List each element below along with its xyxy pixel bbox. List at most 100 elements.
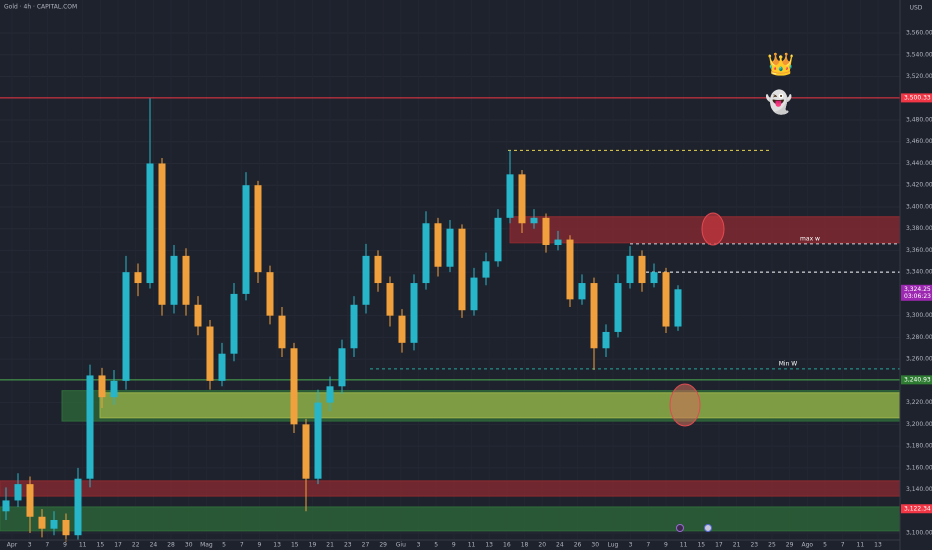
x-tick-label: 3 bbox=[417, 542, 421, 549]
candle-body bbox=[278, 315, 286, 349]
x-tick-label: 30 bbox=[185, 542, 193, 549]
y-tick-label: 3,560.00 bbox=[906, 30, 932, 37]
x-tick-label: 11 bbox=[857, 542, 865, 549]
x-tick-label: 13 bbox=[485, 542, 493, 549]
countdown: 03:06:23 bbox=[904, 293, 931, 300]
candle-body bbox=[458, 228, 466, 311]
candle-body bbox=[590, 283, 598, 349]
y-tick-label: 3,460.00 bbox=[906, 138, 932, 145]
x-tick-label: 3 bbox=[28, 542, 32, 549]
candle-body bbox=[578, 283, 586, 300]
y-tick-label: 3,280.00 bbox=[906, 334, 932, 341]
y-tick-label: 3,140.00 bbox=[906, 486, 932, 493]
candle-body bbox=[158, 163, 166, 305]
x-tick-label: 25 bbox=[768, 542, 776, 549]
x-tick-label: 21 bbox=[733, 542, 741, 549]
x-tick-label: 7 bbox=[841, 542, 845, 549]
candle-body bbox=[386, 283, 394, 316]
y-tick-label: 3,480.00 bbox=[906, 117, 932, 124]
candle-body bbox=[566, 239, 574, 300]
candle-body bbox=[146, 163, 154, 284]
chart-title: Gold · 4h · CAPITAL.COM bbox=[4, 4, 77, 11]
y-tick-label: 3,160.00 bbox=[906, 464, 932, 471]
x-tick-label: Apr bbox=[7, 542, 18, 549]
candle-body bbox=[62, 520, 70, 536]
x-tick-label: 29 bbox=[379, 542, 387, 549]
event-icon[interactable] bbox=[704, 524, 712, 532]
candle-body bbox=[2, 500, 10, 512]
y-tick-label: 3,520.00 bbox=[906, 73, 932, 80]
candle-body bbox=[170, 255, 178, 305]
candle-body bbox=[650, 272, 658, 284]
candle-body bbox=[554, 239, 562, 245]
candle-body bbox=[218, 353, 226, 381]
candle-body bbox=[14, 484, 22, 501]
candle-body bbox=[98, 375, 106, 398]
candle-body bbox=[482, 261, 490, 278]
price-label-box bbox=[901, 375, 932, 385]
x-tick-label: Mag bbox=[200, 542, 213, 549]
candle-body bbox=[38, 516, 46, 529]
x-tick-label: 20 bbox=[538, 542, 546, 549]
y-tick-label: 3,340.00 bbox=[906, 269, 932, 276]
zone bbox=[0, 506, 901, 532]
candle-body bbox=[518, 174, 526, 224]
price-label-box bbox=[901, 93, 932, 103]
x-tick-label: 21 bbox=[326, 542, 334, 549]
circle-marker bbox=[669, 383, 701, 427]
price-label: 3,500.33 bbox=[904, 94, 931, 101]
y-tick-label: 3,380.00 bbox=[906, 225, 932, 232]
candle-body bbox=[194, 304, 202, 327]
y-tick-label: 3,100.00 bbox=[906, 530, 932, 537]
annotation: 👻 bbox=[765, 89, 792, 116]
x-tick-label: 30 bbox=[591, 542, 599, 549]
candle-body bbox=[398, 315, 406, 343]
candle-body bbox=[674, 289, 682, 327]
price-label-box bbox=[901, 284, 932, 301]
candle-body bbox=[446, 228, 454, 267]
x-tick-label: Giu bbox=[396, 542, 406, 549]
x-tick-label: 17 bbox=[715, 542, 723, 549]
candle-body bbox=[26, 484, 34, 517]
candle-body bbox=[86, 375, 94, 479]
x-tick-label: 15 bbox=[291, 542, 299, 549]
y-tick-label: 3,420.00 bbox=[906, 182, 932, 189]
candle-body bbox=[50, 520, 58, 529]
y-tick-label: 3,440.00 bbox=[906, 160, 932, 167]
x-tick-label: 11 bbox=[468, 542, 476, 549]
x-tick-label: 7 bbox=[240, 542, 244, 549]
x-tick-label: 26 bbox=[574, 542, 582, 549]
event-icon[interactable] bbox=[676, 524, 684, 532]
candle-body bbox=[122, 272, 130, 381]
price-label: 3,240.93 bbox=[904, 376, 931, 383]
x-tick-label: 7 bbox=[45, 542, 49, 549]
price-label: 3,122.34 bbox=[904, 505, 931, 512]
candle-body bbox=[266, 272, 274, 316]
x-tick-label: 9 bbox=[664, 542, 668, 549]
candle-body bbox=[530, 217, 538, 224]
x-tick-label: 24 bbox=[150, 542, 158, 549]
x-tick-label: 29 bbox=[786, 542, 794, 549]
x-tick-label: 7 bbox=[646, 542, 650, 549]
candle-body bbox=[350, 304, 358, 349]
candle-body bbox=[638, 255, 646, 284]
y-tick-label: 3,200.00 bbox=[906, 421, 932, 428]
candle-body bbox=[290, 348, 298, 425]
candle-body bbox=[230, 293, 238, 354]
annotation: Min W bbox=[779, 360, 798, 367]
x-tick-label: 9 bbox=[63, 542, 67, 549]
y-tick-label: 3,360.00 bbox=[906, 247, 932, 254]
x-tick-label: 11 bbox=[79, 542, 87, 549]
x-tick-label: Lug bbox=[607, 542, 618, 549]
x-tick-label: 15 bbox=[697, 542, 705, 549]
candle-body bbox=[254, 185, 262, 273]
candle-body bbox=[542, 217, 550, 245]
x-tick-label: 5 bbox=[823, 542, 827, 549]
candle-body bbox=[362, 255, 370, 305]
candle-body bbox=[422, 223, 430, 284]
candle-body bbox=[206, 326, 214, 381]
candle-body bbox=[506, 174, 514, 218]
x-tick-label: 23 bbox=[750, 542, 758, 549]
y-tick-label: 3,260.00 bbox=[906, 356, 932, 363]
